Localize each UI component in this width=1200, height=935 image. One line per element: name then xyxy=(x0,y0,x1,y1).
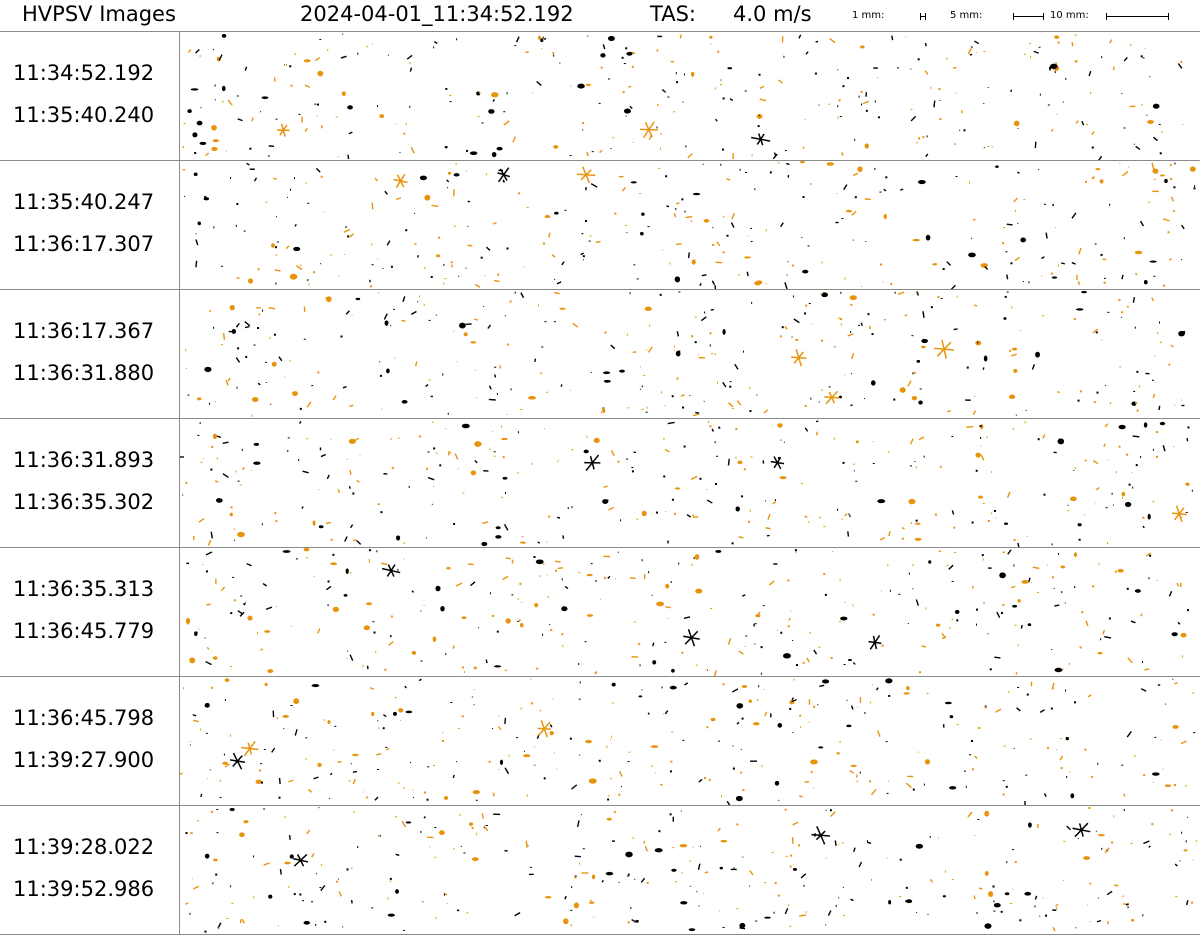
image-strip: 11:36:45.798 11:39:27.900 xyxy=(0,676,1200,805)
strip-end-time: 11:35:40.240 xyxy=(13,103,155,127)
datetime-label: 2024-04-01_11:34:52.192 xyxy=(300,2,574,26)
strip-start-time: 11:34:52.192 xyxy=(13,61,155,85)
particle-image xyxy=(185,290,1186,417)
strip-end-time: 11:36:35.302 xyxy=(13,490,155,514)
strip-end-time: 11:36:45.779 xyxy=(13,619,155,643)
strip-end-time: 11:36:17.307 xyxy=(13,232,155,256)
image-strip: 11:36:31.893 11:36:35.302 xyxy=(0,418,1200,547)
tas-value: 4.0 m/s xyxy=(733,2,812,26)
strip-divider xyxy=(0,676,1200,677)
strip-end-time: 11:39:52.986 xyxy=(13,877,155,901)
image-strip: 11:36:17.367 11:36:31.880 xyxy=(0,289,1200,418)
strip-start-time: 11:36:35.313 xyxy=(13,577,155,601)
strip-start-time: 11:35:40.247 xyxy=(13,190,155,214)
strip-divider xyxy=(0,805,1200,806)
strip-divider xyxy=(0,418,1200,419)
column-divider xyxy=(179,31,180,934)
particle-image xyxy=(180,420,1193,547)
particle-image xyxy=(185,547,1189,676)
strip-start-time: 11:36:45.798 xyxy=(13,706,155,730)
tas-label: TAS: xyxy=(650,2,696,26)
strip-end-time: 11:36:31.880 xyxy=(13,361,155,385)
strip-divider xyxy=(0,547,1200,548)
image-strip: 11:39:28.022 11:39:52.986 xyxy=(0,805,1200,934)
particle-image xyxy=(182,33,1184,160)
strip-start-time: 11:36:31.893 xyxy=(13,448,155,472)
strip-divider xyxy=(0,160,1200,161)
strip-divider xyxy=(0,289,1200,290)
header: HVPSV Images 2024-04-01_11:34:52.192 TAS… xyxy=(0,0,1200,31)
particle-image xyxy=(182,160,1196,289)
strip-start-time: 11:36:17.367 xyxy=(13,319,155,343)
scale-5mm-label: 5 mm: xyxy=(950,10,983,21)
image-strip: 11:36:35.313 11:36:45.779 xyxy=(0,547,1200,676)
scale-1mm-bar xyxy=(920,13,926,20)
scale-10mm-bar xyxy=(1106,13,1169,20)
scale-1mm-label: 1 mm: xyxy=(852,10,885,21)
strip-end-time: 11:39:27.900 xyxy=(13,748,155,772)
strip-start-time: 11:39:28.022 xyxy=(13,835,155,859)
particle-image xyxy=(185,807,1198,933)
strip-divider xyxy=(0,31,1200,32)
scale-10mm-label: 10 mm: xyxy=(1050,10,1089,21)
image-strip: 11:35:40.247 11:36:17.307 xyxy=(0,160,1200,289)
scale-5mm-bar xyxy=(1013,13,1044,20)
image-strips: 11:34:52.192 11:35:40.240 11:35:40.247 11:3… xyxy=(0,31,1200,935)
particle-image xyxy=(180,678,1196,805)
image-strip: 11:34:52.192 11:35:40.240 xyxy=(0,31,1200,160)
image-title: HVPSV Images xyxy=(22,2,176,26)
